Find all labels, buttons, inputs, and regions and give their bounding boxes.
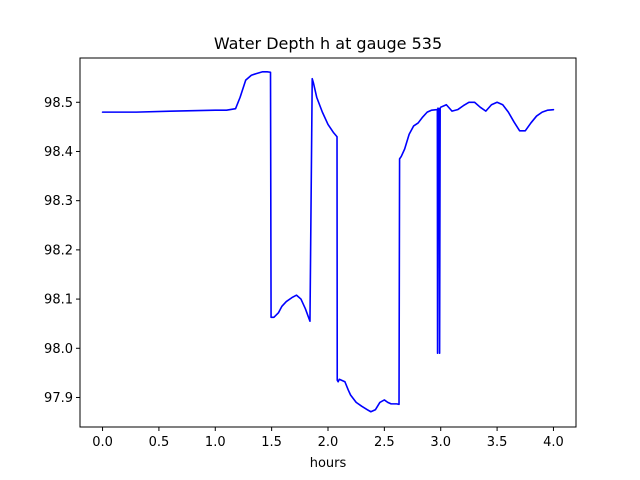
y-tick-label: 98.4 [44, 145, 73, 160]
y-tick-label: 98.1 [44, 293, 73, 308]
x-tick-label: 0.0 [92, 435, 113, 450]
x-tick-label: 4.0 [543, 435, 564, 450]
x-tick-label: 3.0 [430, 435, 451, 450]
x-tick-label: 3.5 [487, 435, 508, 450]
y-tick-label: 98.5 [44, 96, 73, 111]
y-tick-label: 98.0 [44, 342, 73, 357]
x-tick-label: 1.5 [261, 435, 282, 450]
x-axis-label: hours [310, 456, 347, 471]
y-tick-label: 98.2 [44, 243, 73, 258]
x-tick-label: 1.0 [205, 435, 226, 450]
x-tick-label: 2.0 [318, 435, 339, 450]
x-tick-label: 2.5 [374, 435, 395, 450]
series-line [101, 70, 555, 413]
axis-ticks: 0.0 0.5 1.0 1.5 2.0 2.5 3.0 3.5 4.0 97.9 98.0 98.1 9… [44, 96, 564, 450]
series-group [101, 70, 555, 413]
y-tick-label: 98.3 [44, 194, 73, 209]
plot-frame [79, 57, 577, 428]
chart-title: Water Depth h at gauge 535 [214, 34, 442, 53]
y-tick-label: 97.9 [44, 391, 73, 406]
x-tick-label: 0.5 [149, 435, 170, 450]
